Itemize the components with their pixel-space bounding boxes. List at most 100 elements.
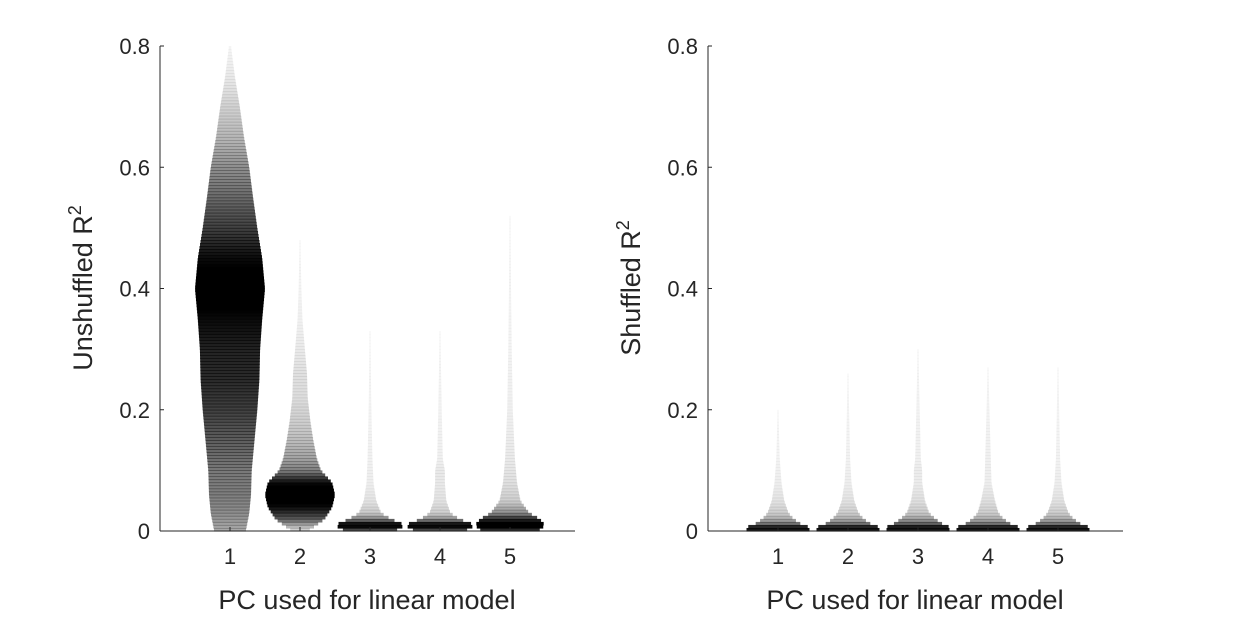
violin-slice <box>290 412 310 417</box>
violin-slice <box>842 491 854 496</box>
violin-slice <box>223 85 237 90</box>
violin-slice <box>505 440 515 444</box>
violin-slice <box>437 455 443 459</box>
violin-slice <box>435 479 445 484</box>
violin-slice <box>506 430 514 435</box>
violin-slice <box>439 340 441 344</box>
violin-slice <box>299 243 301 247</box>
violin-slice <box>220 100 240 105</box>
violin-slice <box>369 337 371 341</box>
violin-slice <box>226 64 234 68</box>
violin-slice <box>1056 409 1060 414</box>
violin-slice <box>915 421 921 426</box>
violin-slice <box>507 370 513 374</box>
violin-slice <box>366 482 374 487</box>
violin-slice <box>978 506 998 511</box>
violin-slice <box>507 385 513 390</box>
violin-slice <box>482 515 538 520</box>
violin-slice <box>907 509 929 514</box>
violin-slice <box>221 94 239 99</box>
violin-slice <box>207 194 253 199</box>
shuffled-panel: 0 0.2 0.4 0.6 0.8 1 2 3 4 5 PC used for linear m… <box>613 34 1123 615</box>
violin-slice <box>847 379 849 384</box>
violin-slice <box>488 512 532 517</box>
violin-slice <box>1056 421 1060 426</box>
violin-slice <box>285 443 315 447</box>
violin-slice <box>434 491 446 496</box>
violin-slice <box>211 161 249 165</box>
violin-slice <box>200 236 260 241</box>
violin-slice <box>202 403 258 408</box>
violin-slice <box>368 406 372 411</box>
violin-slice <box>776 446 780 450</box>
violin-slice <box>267 503 333 508</box>
violin-slice <box>917 367 919 371</box>
violin-slice <box>284 449 316 453</box>
violin-slice <box>1050 503 1066 508</box>
violin-slice <box>299 249 301 253</box>
violin-slice <box>431 506 449 511</box>
violin-slice <box>211 512 249 517</box>
violin-slice <box>222 88 238 93</box>
violin-slice <box>982 491 994 496</box>
violin-slice <box>438 406 442 411</box>
violin-slice <box>364 491 376 496</box>
violin-slice <box>288 427 312 432</box>
violin-slice <box>294 349 306 353</box>
violin-slice <box>227 52 233 56</box>
violin-slice <box>1056 427 1060 432</box>
violin-slice <box>1057 385 1059 390</box>
violin-slice <box>842 494 854 499</box>
violin-slice <box>847 373 849 377</box>
violin-1 <box>195 46 265 532</box>
violin-slice <box>914 464 922 468</box>
violin-slice <box>368 403 372 408</box>
violin-slice <box>295 340 305 344</box>
violin-slice <box>407 524 473 529</box>
violin-slice <box>435 476 445 481</box>
violin-slice <box>439 337 441 341</box>
violin-slice <box>437 452 443 456</box>
violin-slice <box>776 455 780 459</box>
violin-slice <box>289 418 311 423</box>
violin-slice <box>197 258 263 262</box>
violin-slice <box>1052 491 1064 496</box>
violin-slice <box>438 391 442 396</box>
violin-slice <box>297 315 303 320</box>
violin-slice <box>299 252 301 256</box>
violin-slice <box>774 476 782 481</box>
violin-slice <box>205 437 255 441</box>
violin-slice <box>986 409 990 414</box>
violin-slice <box>508 312 512 317</box>
violin-slice <box>422 515 458 520</box>
violin-slice <box>508 358 512 362</box>
violin-slice <box>509 230 511 235</box>
violin-slice <box>911 497 925 502</box>
violin-slice <box>915 455 921 459</box>
violin-slice <box>434 482 446 487</box>
violin-slice <box>367 440 373 444</box>
violin-slice <box>915 458 921 462</box>
violin-slice <box>845 452 850 456</box>
violin-slice <box>290 409 310 414</box>
violin-slice <box>369 333 371 338</box>
violin-slice <box>219 109 241 114</box>
violin-slice <box>282 458 318 462</box>
violin-slice <box>294 352 306 356</box>
violin-slice <box>845 464 851 468</box>
violin-slice <box>365 488 375 493</box>
violin-slice <box>212 158 248 162</box>
violin-slice <box>836 512 860 517</box>
violin-slice <box>913 479 923 484</box>
violin-slice <box>217 127 243 132</box>
violin-slice <box>223 82 237 86</box>
violin-slice <box>915 427 921 432</box>
violin-slice <box>204 424 256 429</box>
violin-slice <box>914 461 922 465</box>
violin-slice <box>368 434 372 438</box>
violin-slice <box>504 467 516 471</box>
violin-slice <box>366 476 374 481</box>
violin-slice <box>506 421 514 426</box>
violin-slice <box>200 379 260 384</box>
violin-slice <box>367 458 373 462</box>
